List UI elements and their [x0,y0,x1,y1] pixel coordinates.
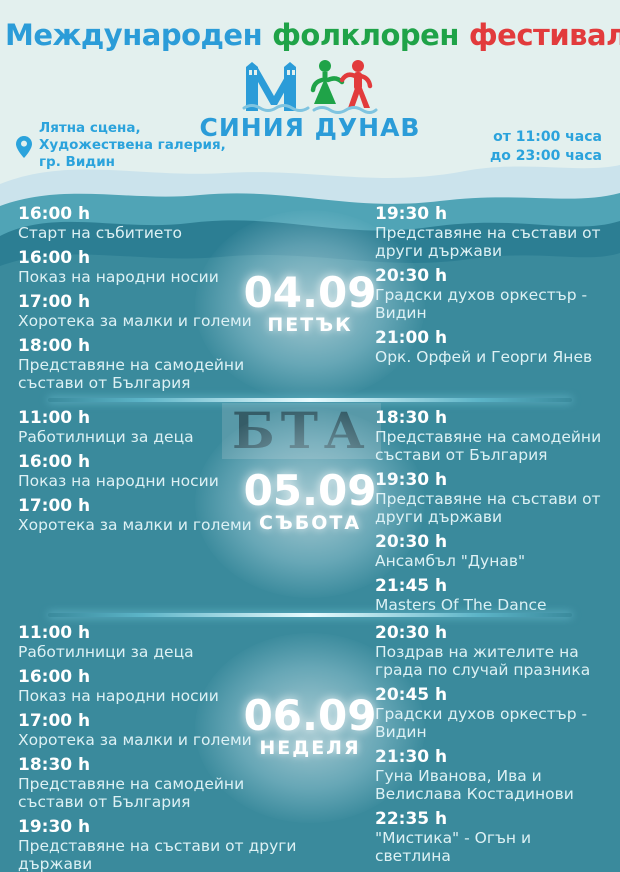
event-title: Представяне на състави от други държави [375,224,601,260]
day-label: 06.09 НЕДЕЛЯ [195,633,425,823]
location-line: Художествена галерия, [39,137,226,153]
day-left-column: 16:00 h Старт на събитието 16:00 h Показ… [18,196,310,398]
day-glow-decoration [195,408,425,598]
event-time: 16:00 h [18,248,91,268]
event-item: 16:00 h Показ на народни носии [18,248,310,286]
event-title: Хоротека за малки и големи [18,312,252,330]
event-title: Представяне на състави от други държави [18,837,297,872]
event-item: 18:00 h Представяне на самодейни състави… [18,336,310,392]
event-time: 16:00 h [18,204,91,224]
location-pin-icon [16,136,32,158]
day-name: СЪБОТА [258,512,362,534]
day-label: 05.09 СЪБОТА [195,408,425,598]
male-dancer-icon [339,60,373,108]
event-time: 21:45 h [375,576,448,596]
event-title: Старт на събитието [18,224,182,242]
event-item: 17:00 h Хоротека за малки и големи [18,711,310,749]
hours-line: от 11:00 часа [493,129,602,145]
day-glow-decoration [195,210,425,400]
day-date: 04.09 [243,268,377,317]
day-section: 11:00 h Работилници за деца 16:00 h Пока… [0,613,620,872]
event-title: Гуна Иванова, Ива и Велислава Костадинов… [375,767,574,803]
event-item: 16:00 h Показ на народни носии [18,452,310,490]
event-item: 19:30 h Представяне на състави от други … [375,204,610,260]
logo-graphic [242,60,378,114]
event-time: 17:00 h [18,292,91,312]
day-right-column: 20:30 h Поздрав на жителите на града по … [375,615,610,871]
event-item: 16:00 h Старт на събитието [18,204,310,242]
event-item: 17:00 h Хоротека за малки и големи [18,496,310,534]
day-name: НЕДЕЛЯ [259,737,361,759]
event-title: Ансамбъл "Дунав" [375,552,526,570]
event-title: Работилници за деца [18,428,194,446]
event-item: 18:30 h Представяне на самодейни състави… [18,755,310,811]
event-title: Хоротека за малки и големи [18,516,252,534]
location-line: Лятна сцена, [39,120,141,136]
event-item: 11:00 h Работилници за деца [18,623,310,661]
logo-title: СИНИЯ ДУНАВ [199,113,421,142]
event-item: 20:30 h Поздрав на жителите на града по … [375,623,610,679]
event-item: 18:30 h Представяне на самодейни състави… [375,408,610,464]
water-lines-icon [242,104,378,114]
event-time: 18:30 h [375,408,448,428]
day-date: 06.09 [243,691,377,740]
event-time: 20:30 h [375,623,448,643]
event-time: 16:00 h [18,667,91,687]
event-time: 18:30 h [18,755,91,775]
event-title: Представяне на самодейни състави от Бълг… [375,428,602,464]
day-label: 04.09 ПЕТЪК [195,210,425,400]
day-left-column: 11:00 h Работилници за деца 16:00 h Пока… [18,400,310,540]
day-section: 16:00 h Старт на събитието 16:00 h Показ… [0,196,620,400]
poster-title: Международен фолклорен фестивал [0,18,620,52]
event-item: 21:45 h Masters Of The Dance [375,576,610,614]
event-item: 16:00 h Показ на народни носии [18,667,310,705]
day-glow-decoration [195,633,425,823]
female-dancer-icon [310,60,345,104]
title-word-international: Международен [5,18,263,52]
day-date: 05.09 [243,466,377,515]
section-divider [48,613,572,617]
hours-line: до 23:00 часа [489,148,602,164]
event-time: 11:00 h [18,623,91,643]
event-title: Представяне на самодейни състави от Бълг… [18,775,245,811]
event-title: Представяне на самодейни състави от Бълг… [18,356,245,392]
event-time: 18:00 h [18,336,91,356]
day-section: 11:00 h Работилници за деца 16:00 h Пока… [0,398,620,615]
event-item: 17:00 h Хоротека за малки и големи [18,292,310,330]
event-time: 16:00 h [18,452,91,472]
event-title: Хоротека за малки и големи [18,731,252,749]
location-line: гр. Видин [39,154,115,170]
festival-logo [0,56,620,120]
day-left-column: 11:00 h Работилници за деца 16:00 h Пока… [18,615,310,872]
event-item: 22:35 h "Мистика" - Огън и светлина [375,809,610,865]
title-word-festival: фестивал [468,18,620,52]
location-text: Лятна сцена, Художествена галерия, гр. В… [39,120,226,171]
event-item: 19:30 h Представяне на състави от други … [18,817,310,872]
event-title: Masters Of The Dance [375,596,547,614]
event-item: 11:00 h Работилници за деца [18,408,310,446]
event-title: Показ на народни носии [18,687,219,705]
day-right-column: 19:30 h Представяне на състави от други … [375,196,610,372]
event-title: Работилници за деца [18,643,194,661]
bridge-m-icon [246,62,296,111]
event-title: Показ на народни носии [18,472,219,490]
event-time: 11:00 h [18,408,91,428]
day-name: ПЕТЪК [267,314,353,336]
event-title: Показ на народни носии [18,268,219,286]
event-time: 19:30 h [375,204,448,224]
event-title: "Мистика" - Огън и светлина [375,829,532,865]
event-time: 17:00 h [18,711,91,731]
title-word-folklore: фолклорен [272,18,459,52]
location-block: Лятна сцена, Художествена галерия, гр. В… [16,120,226,171]
event-time: 17:00 h [18,496,91,516]
event-time: 22:35 h [375,809,448,829]
event-title: Поздрав на жителите на града по случай п… [375,643,591,679]
event-time: 19:30 h [18,817,91,837]
event-title: Орк. Орфей и Георги Янев [375,348,593,366]
opening-hours: от 11:00 часа до 23:00 часа [490,128,602,166]
section-divider [48,398,572,402]
